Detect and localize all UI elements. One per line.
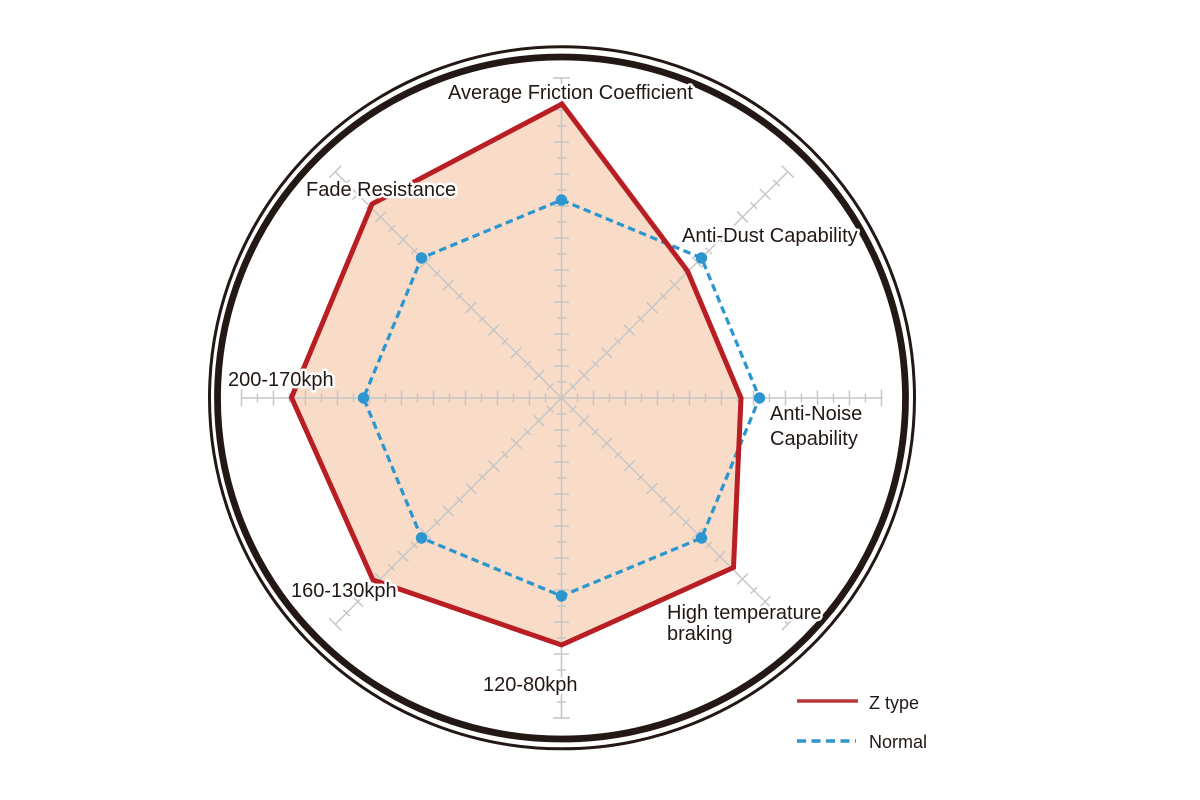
svg-text:160-130kph: 160-130kph: [291, 580, 397, 602]
svg-text:Capability: Capability: [770, 428, 858, 450]
svg-text:120-80kph: 120-80kph: [483, 674, 578, 696]
svg-text:Z type: Z type: [869, 693, 919, 713]
svg-text:Anti-Dust Capability: Anti-Dust Capability: [682, 225, 858, 247]
svg-text:High temperature: High temperature: [667, 602, 822, 624]
svg-text:Anti-Noise: Anti-Noise: [770, 403, 862, 425]
svg-text:Normal: Normal: [869, 732, 927, 752]
svg-text:Fade Resistance: Fade Resistance: [306, 179, 456, 201]
svg-text:Average Friction Coefficient: Average Friction Coefficient: [448, 82, 693, 104]
svg-text:200-170kph: 200-170kph: [228, 369, 334, 391]
svg-text:braking: braking: [667, 623, 733, 645]
